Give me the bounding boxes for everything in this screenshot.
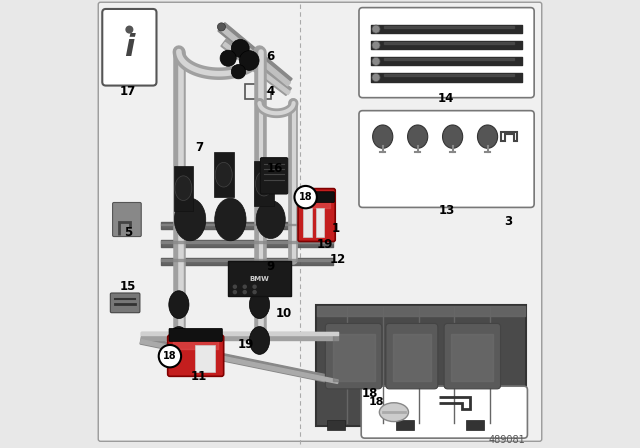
Text: i: i [124,33,134,62]
Circle shape [231,65,246,79]
Circle shape [125,26,133,34]
Text: 17: 17 [120,85,136,99]
Bar [173,166,193,211]
FancyBboxPatch shape [298,189,335,241]
Text: 13: 13 [438,204,454,217]
Text: 5: 5 [124,226,132,240]
Ellipse shape [169,291,189,319]
Circle shape [243,290,247,294]
Circle shape [220,50,236,66]
Bar [303,208,312,237]
FancyBboxPatch shape [386,323,438,389]
FancyBboxPatch shape [299,192,334,202]
FancyBboxPatch shape [113,202,141,237]
Text: 9: 9 [267,260,275,273]
Ellipse shape [477,125,498,148]
FancyBboxPatch shape [168,335,224,376]
Text: 18: 18 [163,351,177,361]
Text: 489081: 489081 [488,435,525,445]
FancyBboxPatch shape [325,323,382,389]
Polygon shape [140,340,339,383]
Text: 18: 18 [369,397,384,407]
Text: 19: 19 [238,338,254,352]
Polygon shape [218,23,292,87]
Ellipse shape [372,125,393,148]
Circle shape [372,57,380,65]
FancyBboxPatch shape [260,158,288,194]
Polygon shape [221,39,291,95]
Text: 4: 4 [267,85,275,99]
Circle shape [233,284,237,289]
Polygon shape [316,305,526,426]
FancyBboxPatch shape [359,111,534,207]
Text: 12: 12 [330,253,346,267]
Text: 16: 16 [267,161,284,175]
FancyBboxPatch shape [169,328,222,341]
FancyBboxPatch shape [444,323,500,389]
Bar [396,420,414,430]
Ellipse shape [250,291,269,319]
Ellipse shape [215,198,246,241]
Ellipse shape [250,327,269,354]
Bar [316,208,324,237]
Bar [214,152,234,197]
Ellipse shape [256,201,285,238]
Text: 3: 3 [504,215,512,228]
Ellipse shape [255,171,273,196]
Circle shape [231,39,249,57]
Polygon shape [223,43,290,95]
Text: 1: 1 [332,222,340,235]
Text: 7: 7 [195,141,203,155]
Circle shape [233,290,237,294]
Ellipse shape [408,125,428,148]
Ellipse shape [174,198,206,241]
Circle shape [372,73,380,82]
Bar [327,420,345,430]
Bar [466,420,484,430]
Circle shape [239,51,259,70]
Circle shape [372,25,380,33]
Circle shape [252,284,257,289]
Circle shape [294,186,317,208]
Polygon shape [140,337,339,384]
FancyBboxPatch shape [110,293,140,313]
Ellipse shape [175,176,192,200]
Bar [228,261,291,296]
FancyBboxPatch shape [99,2,541,441]
Polygon shape [220,26,291,86]
Circle shape [372,41,380,49]
Ellipse shape [442,125,463,148]
FancyBboxPatch shape [359,8,534,98]
Text: 6: 6 [267,49,275,63]
Bar [254,161,274,206]
Ellipse shape [380,403,408,422]
Text: 15: 15 [120,280,136,293]
Text: 18: 18 [299,192,312,202]
Circle shape [243,284,247,289]
Text: 10: 10 [276,307,292,320]
Text: 18: 18 [362,387,378,400]
Ellipse shape [169,327,189,354]
FancyBboxPatch shape [102,9,157,86]
Text: BMW: BMW [250,276,269,282]
Text: 11: 11 [191,370,207,383]
Ellipse shape [215,163,232,187]
Circle shape [218,23,225,31]
Text: 14: 14 [438,92,454,105]
Circle shape [159,345,181,367]
Bar [195,345,215,372]
Text: 19: 19 [316,237,333,251]
FancyBboxPatch shape [361,386,527,438]
Circle shape [252,290,257,294]
